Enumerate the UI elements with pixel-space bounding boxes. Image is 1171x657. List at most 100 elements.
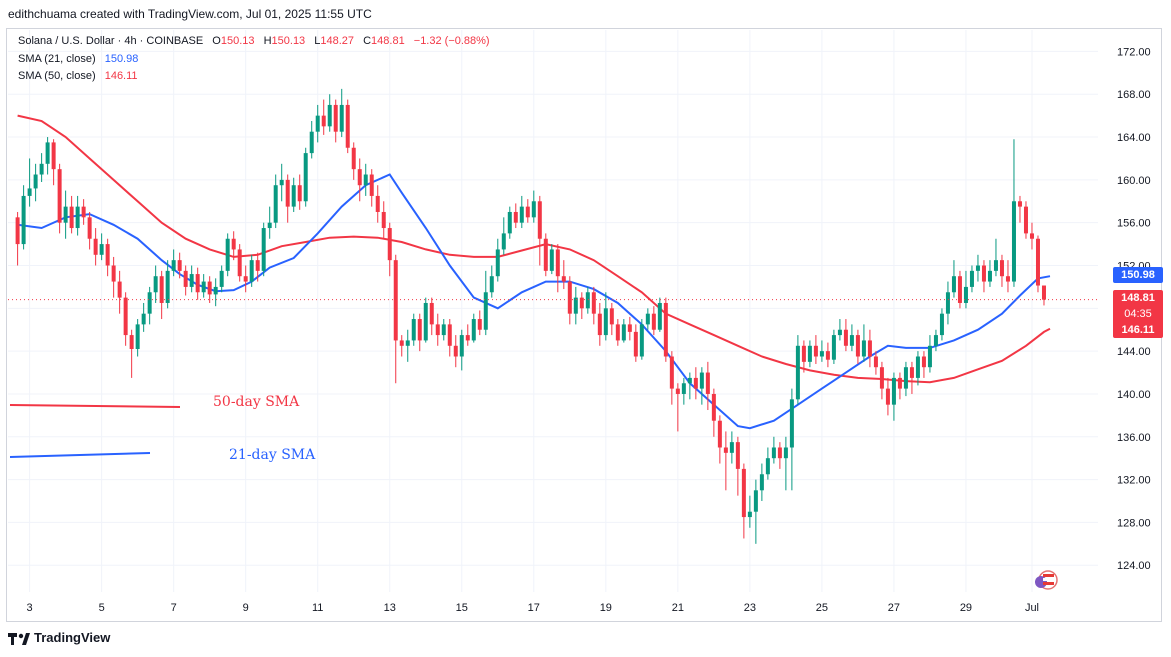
sma50-price-tag: 146.11 xyxy=(1113,322,1163,338)
footer-brand[interactable]: TradingView xyxy=(8,630,110,645)
attribution-text: edithchuama created with TradingView.com… xyxy=(8,7,372,21)
bearish-candle xyxy=(435,313,440,346)
bullish-candle xyxy=(945,281,950,325)
bullish-candle xyxy=(201,274,206,298)
bullish-candle xyxy=(927,335,932,373)
bullish-candle xyxy=(495,238,500,282)
candle-body xyxy=(117,281,122,298)
candle-body xyxy=(135,324,140,350)
bullish-candle xyxy=(531,190,536,223)
candle-body xyxy=(501,233,506,250)
candle-body xyxy=(603,308,608,336)
candle-body xyxy=(465,335,470,341)
y-tick-label: 144.00 xyxy=(1117,346,1151,358)
candle-body xyxy=(957,276,962,303)
bullish-candle xyxy=(603,292,608,341)
candle-body xyxy=(201,281,206,293)
candle-body xyxy=(579,297,584,309)
bearish-candle xyxy=(381,201,386,239)
candle-body xyxy=(939,313,944,336)
bearish-candle xyxy=(897,372,902,400)
candle-body xyxy=(681,383,686,394)
bullish-candle xyxy=(147,286,152,325)
candle-body xyxy=(447,324,452,346)
event-flag-icon[interactable] xyxy=(1035,570,1058,590)
sma50-value: 146.11 xyxy=(104,70,138,82)
legend-sma21-row[interactable]: SMA (21, close) 150.98 xyxy=(18,53,138,65)
bullish-candle xyxy=(1011,139,1016,287)
bullish-candle xyxy=(423,297,428,343)
bearish-candle xyxy=(183,265,188,296)
candle-body xyxy=(915,356,920,378)
bullish-candle xyxy=(681,377,686,405)
candle-body xyxy=(327,104,332,127)
bearish-candle xyxy=(375,185,380,223)
candle-body xyxy=(453,345,458,357)
bullish-candle xyxy=(165,260,170,309)
candle-body xyxy=(543,238,548,271)
candle-layer xyxy=(15,88,1046,544)
bullish-candle xyxy=(327,94,332,132)
bearish-candle xyxy=(867,329,872,368)
bullish-candle xyxy=(771,436,776,464)
bearish-candle xyxy=(843,319,848,352)
bullish-candle xyxy=(903,361,908,397)
legend-sma50-row[interactable]: SMA (50, close) 146.11 xyxy=(18,70,138,82)
bullish-candle xyxy=(987,260,992,287)
candle-body xyxy=(903,367,908,389)
candle-body xyxy=(585,292,590,309)
candle-body xyxy=(357,169,362,186)
bearish-candle xyxy=(123,292,128,346)
open-value: 150.13 xyxy=(220,35,255,47)
bearish-candle xyxy=(453,335,458,368)
candle-body xyxy=(63,206,68,223)
bearish-candle xyxy=(477,310,482,336)
legend-symbol-row: Solana / U.S. Dollar · 4h · COINBASE O15… xyxy=(18,35,490,47)
bullish-candle xyxy=(549,244,554,275)
bearish-candle xyxy=(597,302,602,346)
candle-body xyxy=(837,329,842,336)
bullish-candle xyxy=(837,319,842,341)
candle-body xyxy=(159,276,164,303)
candle-body xyxy=(219,270,224,287)
bearish-candle xyxy=(387,222,392,277)
bearish-candle xyxy=(159,270,164,320)
candle-body xyxy=(843,329,848,346)
sma21-price-tag: 150.98 xyxy=(1113,267,1163,283)
y-tick-label: 132.00 xyxy=(1117,475,1151,487)
candle-body xyxy=(87,217,92,239)
candle-body xyxy=(717,420,722,448)
candle-body xyxy=(291,185,296,207)
bearish-candle xyxy=(543,233,548,277)
bullish-candle xyxy=(411,313,416,346)
bullish-candle xyxy=(729,431,734,464)
bearish-candle xyxy=(369,169,374,207)
candle-body xyxy=(813,345,818,357)
bullish-candle xyxy=(261,222,266,277)
candle-body xyxy=(417,319,422,341)
candle-body xyxy=(615,324,620,341)
bearish-candle xyxy=(1035,235,1040,293)
x-tick-label: 23 xyxy=(744,602,756,614)
bearish-candle xyxy=(297,174,302,210)
bearish-candle xyxy=(51,139,56,186)
candle-body xyxy=(879,367,884,389)
bearish-candle xyxy=(333,99,338,143)
candle-body xyxy=(735,442,740,469)
bullish-candle xyxy=(21,185,26,250)
candle-body xyxy=(711,393,716,421)
candle-body xyxy=(435,324,440,336)
candle-body xyxy=(165,270,170,303)
candle-body xyxy=(195,274,200,293)
candle-body xyxy=(51,142,56,170)
candle-body xyxy=(705,372,710,394)
last-price-value: 148.81 xyxy=(1121,292,1155,304)
candle-body xyxy=(657,302,662,330)
bearish-candle xyxy=(675,383,680,432)
bearish-candle xyxy=(465,324,470,346)
bearish-candle xyxy=(633,324,638,362)
candle-body xyxy=(525,206,530,218)
bullish-candle xyxy=(975,254,980,282)
bullish-candle xyxy=(363,163,368,196)
